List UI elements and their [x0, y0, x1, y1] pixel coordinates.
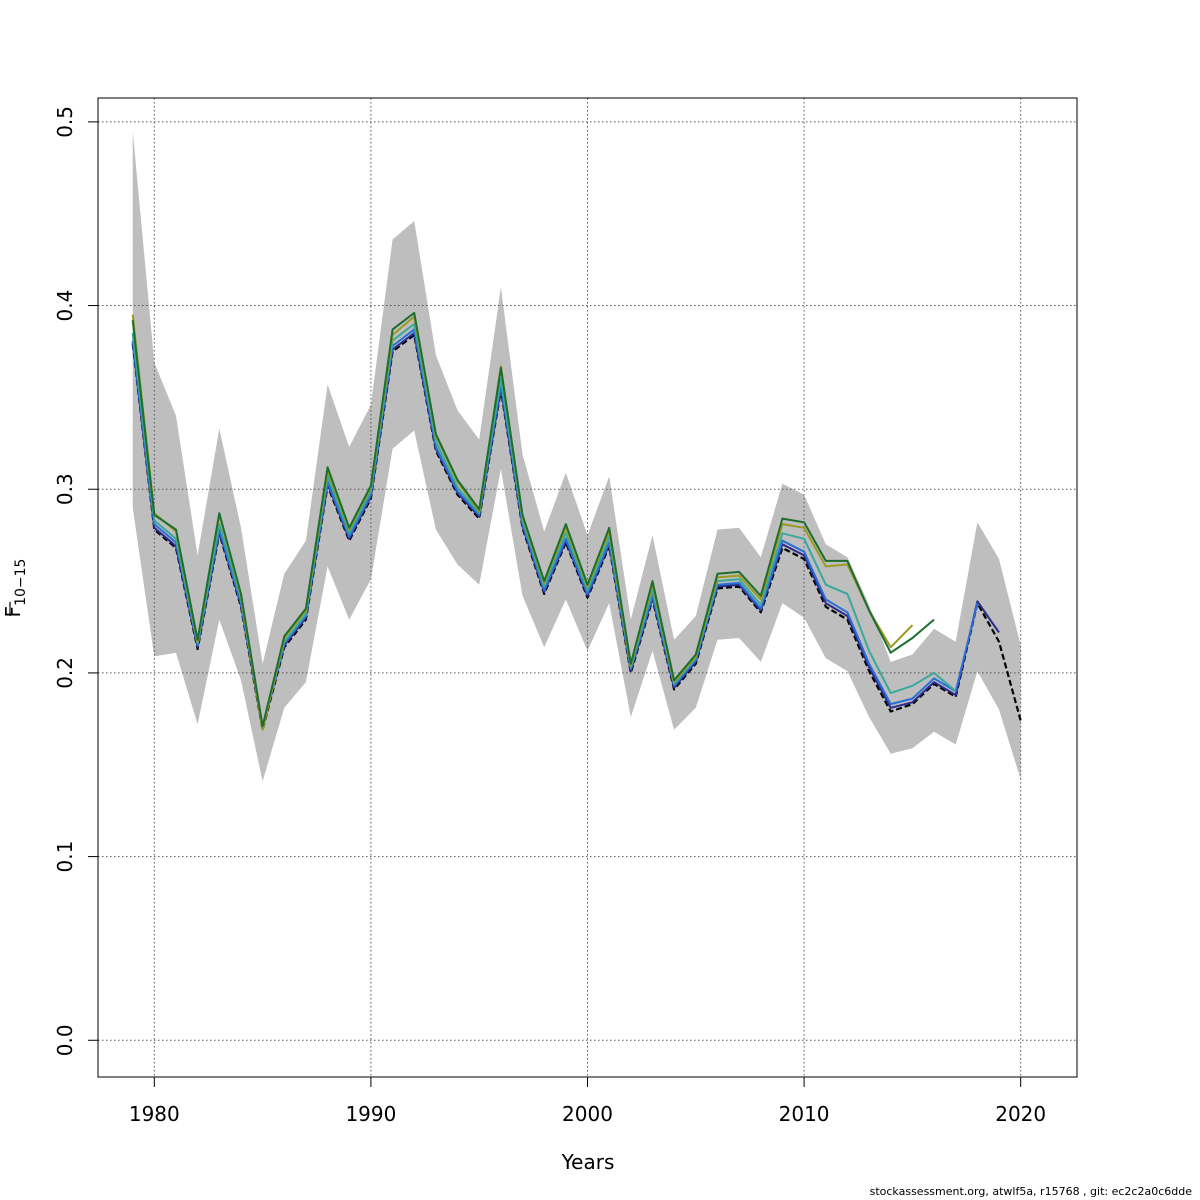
x-axis: 1980 1990 2000 2010 2020 [129, 1077, 1046, 1126]
y-tick-label: 0.1 [53, 841, 77, 873]
x-tick-label: 2000 [562, 1102, 613, 1126]
y-tick-label: 0.5 [53, 106, 77, 138]
y-tick-label: 0.3 [53, 473, 77, 505]
y-axis-title-main: F [1, 606, 25, 618]
y-tick-label: 0.0 [53, 1024, 77, 1056]
footer-note: stockassessment.org, atwlf5a, r15768 , g… [869, 1185, 1192, 1198]
y-axis: 0.0 0.1 0.2 0.3 0.4 0.5 [53, 106, 98, 1056]
series-line [131, 311, 935, 728]
y-axis-title-subscript: 10−15 [13, 559, 29, 606]
x-tick-label: 1990 [345, 1102, 396, 1126]
y-axis-title: F10−15 [1, 559, 29, 618]
y-tick-label: 0.2 [53, 657, 77, 689]
series-layer [131, 311, 1022, 731]
y-tick-label: 0.4 [53, 290, 77, 322]
confidence-band [132, 131, 1021, 782]
confidence-band-layer [132, 131, 1021, 782]
x-tick-label: 2020 [995, 1102, 1046, 1126]
x-tick-label: 1980 [129, 1102, 180, 1126]
x-axis-title: Years [561, 1150, 615, 1174]
x-tick-label: 2010 [779, 1102, 830, 1126]
